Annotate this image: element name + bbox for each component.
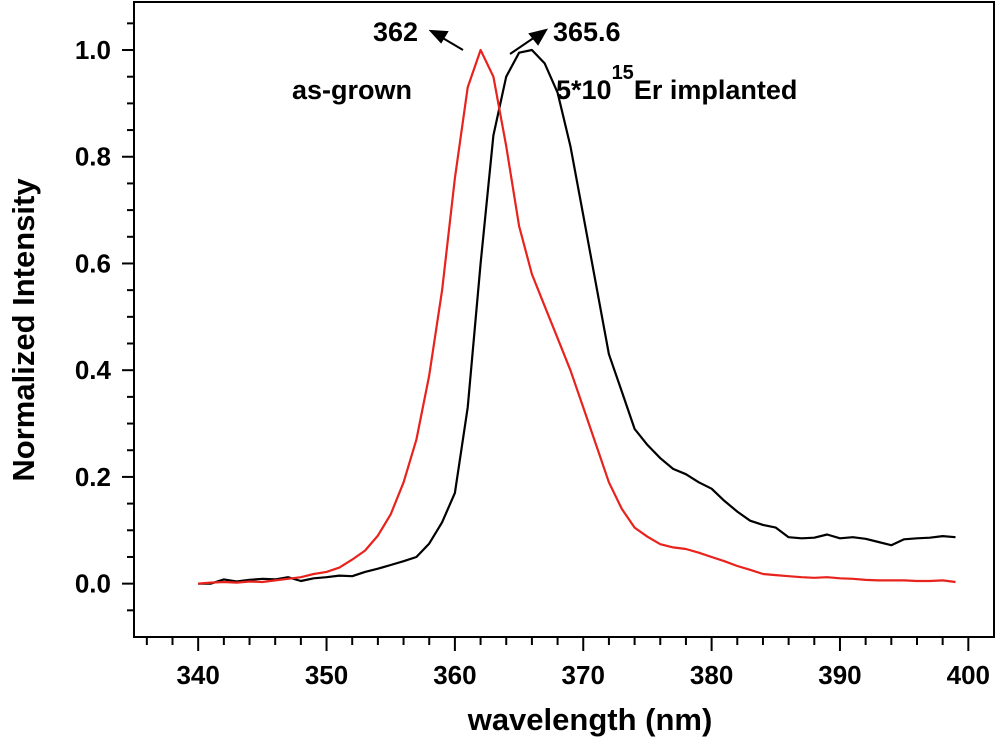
arrow-black-head bbox=[528, 28, 549, 46]
y-tick-label: 0.0 bbox=[75, 569, 111, 599]
x-tick-label: 360 bbox=[433, 660, 476, 690]
y-tick-label: 0.2 bbox=[75, 462, 111, 492]
series-line-as-grown bbox=[198, 48, 956, 585]
arrow-black-line bbox=[509, 36, 536, 55]
y-tick-label: 1.0 bbox=[75, 35, 111, 65]
y-axis-ticks: 0.0 0.2 0.4 0.6 0.8 1.0 bbox=[75, 22, 134, 612]
x-tick-label: 380 bbox=[690, 660, 733, 690]
y-tick-label: 0.4 bbox=[75, 355, 112, 385]
series-label-er-implanted: 5*1015Er implanted bbox=[556, 62, 797, 105]
y-axis-title: Normalized Intensity bbox=[6, 178, 41, 482]
series-line-er-implanted bbox=[198, 48, 956, 585]
peak-label-black: 365.6 bbox=[553, 17, 621, 47]
x-tick-label: 350 bbox=[305, 660, 348, 690]
series-label-as-grown: as-grown bbox=[292, 75, 412, 105]
x-axis-title: wavelength (nm) bbox=[467, 702, 713, 737]
plot-area-frame bbox=[133, 1, 995, 638]
x-tick-label: 370 bbox=[562, 660, 605, 690]
arrow-red-line bbox=[440, 36, 464, 51]
x-tick-label: 400 bbox=[947, 660, 990, 690]
x-tick-label: 340 bbox=[176, 660, 219, 690]
x-tick-label: 390 bbox=[818, 660, 861, 690]
y-tick-label: 0.8 bbox=[75, 142, 111, 172]
series-group bbox=[198, 48, 956, 585]
annotation-arrows bbox=[428, 28, 549, 55]
y-tick-label: 0.6 bbox=[75, 248, 111, 278]
label-suffix: Er implanted bbox=[634, 75, 798, 105]
x-axis-ticks: 340 350 360 370 380 390 400 bbox=[145, 637, 990, 690]
label-prefix: 5*10 bbox=[556, 75, 612, 105]
peak-label-red: 362 bbox=[373, 17, 418, 47]
arrow-red-head bbox=[428, 29, 449, 44]
label-sup: 15 bbox=[612, 62, 634, 84]
